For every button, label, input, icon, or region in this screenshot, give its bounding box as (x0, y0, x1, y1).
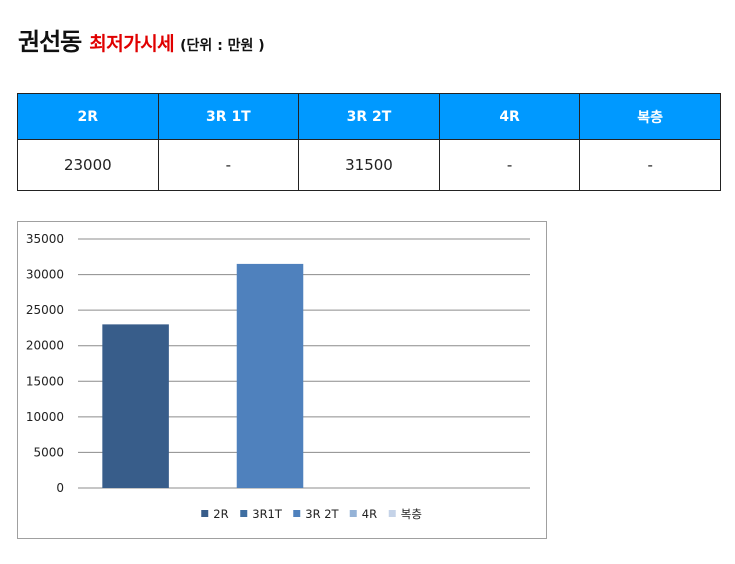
price-table: 2R 3R 1T 3R 2T 4R 복층 23000 - 31500 - - (17, 93, 721, 191)
y-tick-label: 0 (56, 481, 64, 495)
legend-label: 복층 (401, 507, 422, 521)
column-header: 4R (438, 93, 581, 140)
legend-swatch (201, 510, 209, 517)
table-header-row: 2R 3R 1T 3R 2T 4R 복층 (17, 93, 721, 140)
legend-label: 4R (362, 507, 377, 521)
unit-label: (단위 : 만원 ) (180, 38, 265, 54)
legend-swatch (349, 510, 357, 517)
table-cell: 31500 (298, 139, 440, 191)
column-header: 3R 2T (298, 93, 440, 140)
table-row: 23000 - 31500 - - (17, 139, 721, 191)
y-tick-label: 10000 (26, 410, 64, 424)
legend-swatch (293, 510, 301, 517)
page-title: 권선동 최저가시세 (단위 : 만원 ) (18, 22, 265, 57)
bar (236, 263, 304, 488)
column-header: 3R 1T (157, 93, 300, 140)
legend-label: 3R1T (252, 507, 283, 521)
y-tick-label: 25000 (26, 303, 64, 317)
column-header: 2R (17, 93, 159, 140)
table-cell: - (579, 139, 721, 191)
price-chart: 0 5000 10000 15000 20000 25000 30000 35000 2R 3R1… (17, 221, 547, 539)
bar (102, 324, 169, 488)
bar-chart: 0 5000 10000 15000 20000 25000 30000 35000 2R 3R1… (26, 232, 530, 521)
legend-label: 3R 2T (305, 507, 339, 521)
y-tick-label: 15000 (26, 374, 64, 388)
table-cell: - (157, 139, 300, 191)
legend-swatch (388, 510, 396, 517)
y-tick-label: 30000 (26, 268, 64, 282)
legend-swatch (240, 510, 248, 517)
lowest-price-label: 최저가시세 (89, 33, 175, 55)
legend-label: 2R (213, 507, 228, 521)
district-name: 권선동 (18, 28, 82, 56)
table-cell: - (438, 139, 581, 191)
column-header: 복층 (579, 93, 721, 140)
y-tick-label: 20000 (26, 339, 64, 353)
table-cell: 23000 (17, 139, 159, 191)
y-tick-label: 35000 (26, 232, 64, 246)
y-tick-label: 5000 (33, 445, 64, 459)
